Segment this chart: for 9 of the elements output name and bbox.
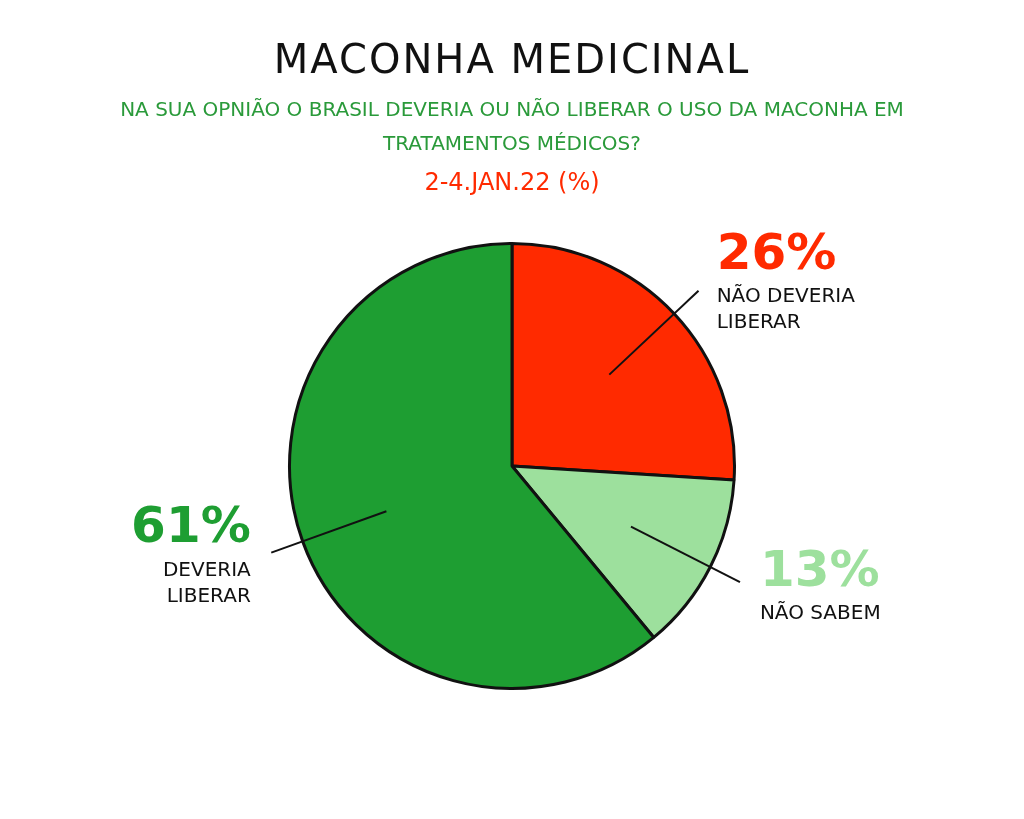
slice-label: NÃO DEVERIA LIBERAR	[716, 283, 856, 334]
chart-subtitle: NA SUA OPNIÃO O BRASIL DEVERIA OU NÃO LIBERAR O USO DA MACONHA EM TRATAMENTOS MÉDICOS?	[119, 96, 905, 157]
data-label: 61%	[131, 496, 251, 555]
chart-title: MACONHA MEDICINAL	[272, 36, 752, 82]
slice-label: NÃO SABEM	[759, 600, 881, 625]
text: 2-4.JAN.22 (%)	[423, 168, 601, 196]
data-label: 26%	[716, 223, 837, 282]
data-label: 13%	[759, 540, 880, 599]
slice-label: DEVERIA LIBERAR	[162, 556, 252, 607]
